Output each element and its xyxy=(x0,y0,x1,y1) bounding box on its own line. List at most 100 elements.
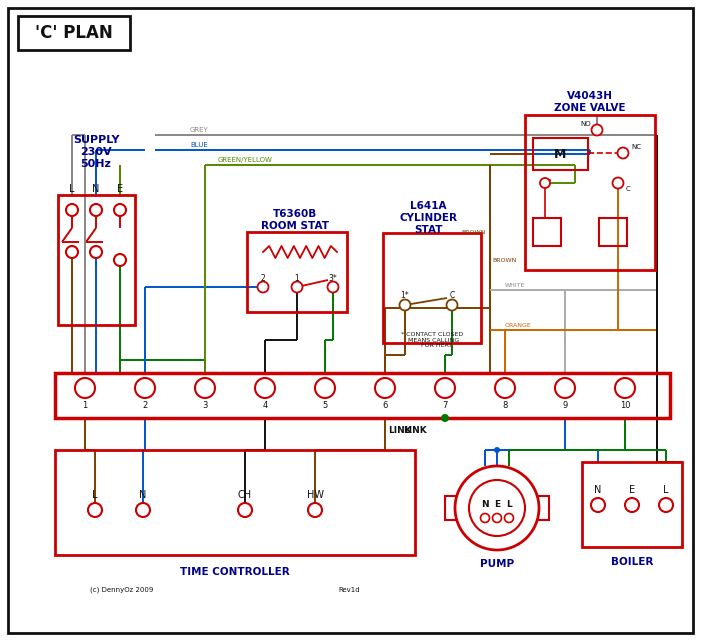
Text: BOILER: BOILER xyxy=(611,557,653,567)
Text: N: N xyxy=(139,490,147,500)
Text: TIME CONTROLLER: TIME CONTROLLER xyxy=(180,567,290,577)
Circle shape xyxy=(75,378,95,398)
Circle shape xyxy=(291,281,303,292)
Text: PUMP: PUMP xyxy=(480,559,514,569)
Bar xyxy=(18,16,130,50)
Text: NC: NC xyxy=(631,144,641,150)
Circle shape xyxy=(258,281,268,292)
Circle shape xyxy=(328,281,338,292)
Text: N: N xyxy=(595,485,602,495)
Bar xyxy=(537,496,549,520)
Text: C: C xyxy=(626,186,631,192)
Circle shape xyxy=(469,480,525,536)
Text: 'C' PLAN: 'C' PLAN xyxy=(35,24,113,42)
Text: 5: 5 xyxy=(322,401,328,410)
Circle shape xyxy=(399,299,411,310)
Text: 7: 7 xyxy=(442,401,448,410)
Circle shape xyxy=(375,378,395,398)
Bar xyxy=(383,233,481,343)
Circle shape xyxy=(114,254,126,266)
Text: M: M xyxy=(554,147,567,160)
Circle shape xyxy=(90,246,102,258)
Text: BROWN: BROWN xyxy=(492,258,517,263)
Text: CH: CH xyxy=(238,490,252,500)
Text: LINK: LINK xyxy=(388,426,412,435)
Text: N: N xyxy=(92,184,100,194)
Text: V4043H
ZONE VALVE: V4043H ZONE VALVE xyxy=(555,91,625,113)
Text: N: N xyxy=(481,499,489,508)
Text: E: E xyxy=(494,499,500,508)
Circle shape xyxy=(493,513,501,522)
Text: 10: 10 xyxy=(620,401,630,410)
Text: 1: 1 xyxy=(295,274,299,283)
Circle shape xyxy=(592,124,602,135)
Text: 8: 8 xyxy=(503,401,508,410)
Circle shape xyxy=(618,147,628,158)
Text: LINK: LINK xyxy=(403,426,427,435)
Circle shape xyxy=(136,503,150,517)
Circle shape xyxy=(114,204,126,216)
Circle shape xyxy=(441,414,449,422)
Bar xyxy=(533,138,588,170)
Text: 1: 1 xyxy=(82,401,88,410)
Circle shape xyxy=(255,378,275,398)
Text: 4: 4 xyxy=(263,401,267,410)
Circle shape xyxy=(591,498,605,512)
Text: C: C xyxy=(449,290,455,299)
Text: * CONTACT CLOSED
  MEANS CALLING
     FOR HEAT: * CONTACT CLOSED MEANS CALLING FOR HEAT xyxy=(401,331,463,348)
Text: WHITE: WHITE xyxy=(505,283,526,288)
Bar xyxy=(445,496,457,520)
Circle shape xyxy=(495,378,515,398)
Circle shape xyxy=(315,378,335,398)
Bar xyxy=(55,373,670,418)
Text: L: L xyxy=(69,184,74,194)
Text: 2: 2 xyxy=(143,401,147,410)
Circle shape xyxy=(505,513,513,522)
Text: GREEN/YELLOW: GREEN/YELLOW xyxy=(218,157,273,163)
Circle shape xyxy=(480,513,489,522)
Circle shape xyxy=(540,178,550,188)
Circle shape xyxy=(625,498,639,512)
Circle shape xyxy=(66,204,78,216)
Circle shape xyxy=(66,246,78,258)
Circle shape xyxy=(435,378,455,398)
Bar xyxy=(55,450,415,555)
Text: 3*: 3* xyxy=(329,274,338,283)
Text: 6: 6 xyxy=(383,401,388,410)
Bar xyxy=(247,232,347,312)
Bar xyxy=(525,115,655,270)
Text: 1*: 1* xyxy=(401,290,409,299)
Text: L: L xyxy=(92,490,98,500)
Text: T6360B
ROOM STAT: T6360B ROOM STAT xyxy=(261,209,329,231)
Circle shape xyxy=(195,378,215,398)
Text: (c) DennyOz 2009: (c) DennyOz 2009 xyxy=(90,587,153,594)
Text: 2: 2 xyxy=(260,274,265,283)
Text: NO: NO xyxy=(581,121,591,127)
Circle shape xyxy=(90,204,102,216)
Text: L: L xyxy=(663,485,669,495)
Bar xyxy=(599,218,627,246)
Circle shape xyxy=(555,378,575,398)
Bar xyxy=(58,195,135,325)
Text: E: E xyxy=(117,184,123,194)
Text: GREY: GREY xyxy=(190,127,208,133)
Text: SUPPLY
230V
50Hz: SUPPLY 230V 50Hz xyxy=(73,135,119,169)
Text: L641A
CYLINDER
STAT: L641A CYLINDER STAT xyxy=(399,201,457,235)
Text: E: E xyxy=(629,485,635,495)
Circle shape xyxy=(446,299,458,310)
Circle shape xyxy=(613,178,623,188)
Text: 3: 3 xyxy=(202,401,208,410)
Text: HW: HW xyxy=(307,490,324,500)
Circle shape xyxy=(659,498,673,512)
Text: BLUE: BLUE xyxy=(190,142,208,148)
Text: Rev1d: Rev1d xyxy=(338,587,360,593)
Circle shape xyxy=(88,503,102,517)
Circle shape xyxy=(135,378,155,398)
Text: L: L xyxy=(506,499,512,508)
Circle shape xyxy=(455,466,539,550)
Text: ORANGE: ORANGE xyxy=(505,322,531,328)
Bar xyxy=(533,218,561,246)
Circle shape xyxy=(615,378,635,398)
Bar xyxy=(582,462,682,547)
Circle shape xyxy=(494,447,500,453)
